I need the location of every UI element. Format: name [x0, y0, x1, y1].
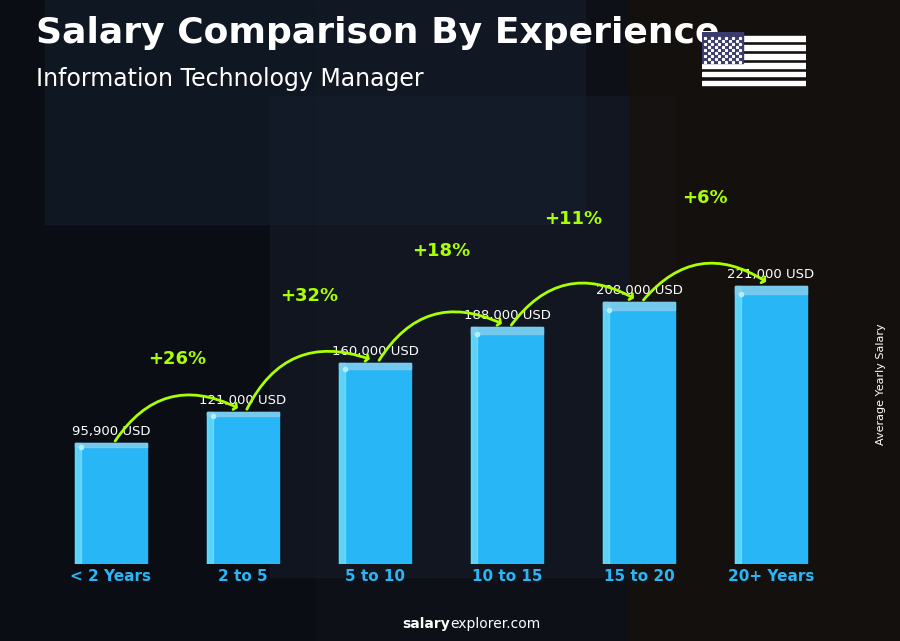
Bar [270, 96, 675, 577]
Bar [207, 412, 212, 564]
Bar [734, 286, 741, 564]
Bar [603, 302, 675, 564]
Bar [702, 54, 806, 59]
Bar [75, 444, 148, 447]
Bar [603, 302, 608, 564]
Bar [207, 412, 279, 416]
Bar [702, 81, 806, 85]
Text: +11%: +11% [544, 210, 602, 228]
Bar [734, 286, 807, 294]
Bar [471, 328, 476, 564]
Bar [702, 37, 806, 41]
Bar [471, 328, 544, 335]
Text: +18%: +18% [412, 242, 470, 260]
Text: 95,900 USD: 95,900 USD [72, 425, 150, 438]
Text: +6%: +6% [682, 189, 728, 207]
Text: +26%: +26% [148, 350, 206, 368]
Text: 208,000 USD: 208,000 USD [596, 284, 682, 297]
Bar [702, 72, 806, 76]
Bar [75, 444, 148, 564]
Text: 121,000 USD: 121,000 USD [200, 394, 286, 406]
Text: salary: salary [402, 617, 450, 631]
Bar [630, 0, 900, 641]
Bar [471, 328, 544, 564]
Bar [702, 63, 806, 67]
Bar [702, 46, 806, 50]
Text: Information Technology Manager: Information Technology Manager [36, 67, 424, 91]
Text: explorer.com: explorer.com [450, 617, 540, 631]
Bar [75, 444, 80, 564]
Bar [734, 286, 807, 564]
Bar [338, 363, 411, 369]
Text: Salary Comparison By Experience: Salary Comparison By Experience [36, 16, 719, 50]
Bar [702, 32, 743, 63]
Text: Average Yearly Salary: Average Yearly Salary [877, 324, 886, 445]
Text: 160,000 USD: 160,000 USD [331, 345, 418, 358]
Bar [0, 0, 315, 641]
Bar [338, 363, 345, 564]
Text: 188,000 USD: 188,000 USD [464, 310, 551, 322]
Bar [207, 412, 279, 564]
Bar [603, 302, 675, 310]
Bar [45, 0, 585, 224]
Text: +32%: +32% [280, 287, 338, 305]
Text: 221,000 USD: 221,000 USD [727, 268, 814, 281]
Bar [338, 363, 411, 564]
